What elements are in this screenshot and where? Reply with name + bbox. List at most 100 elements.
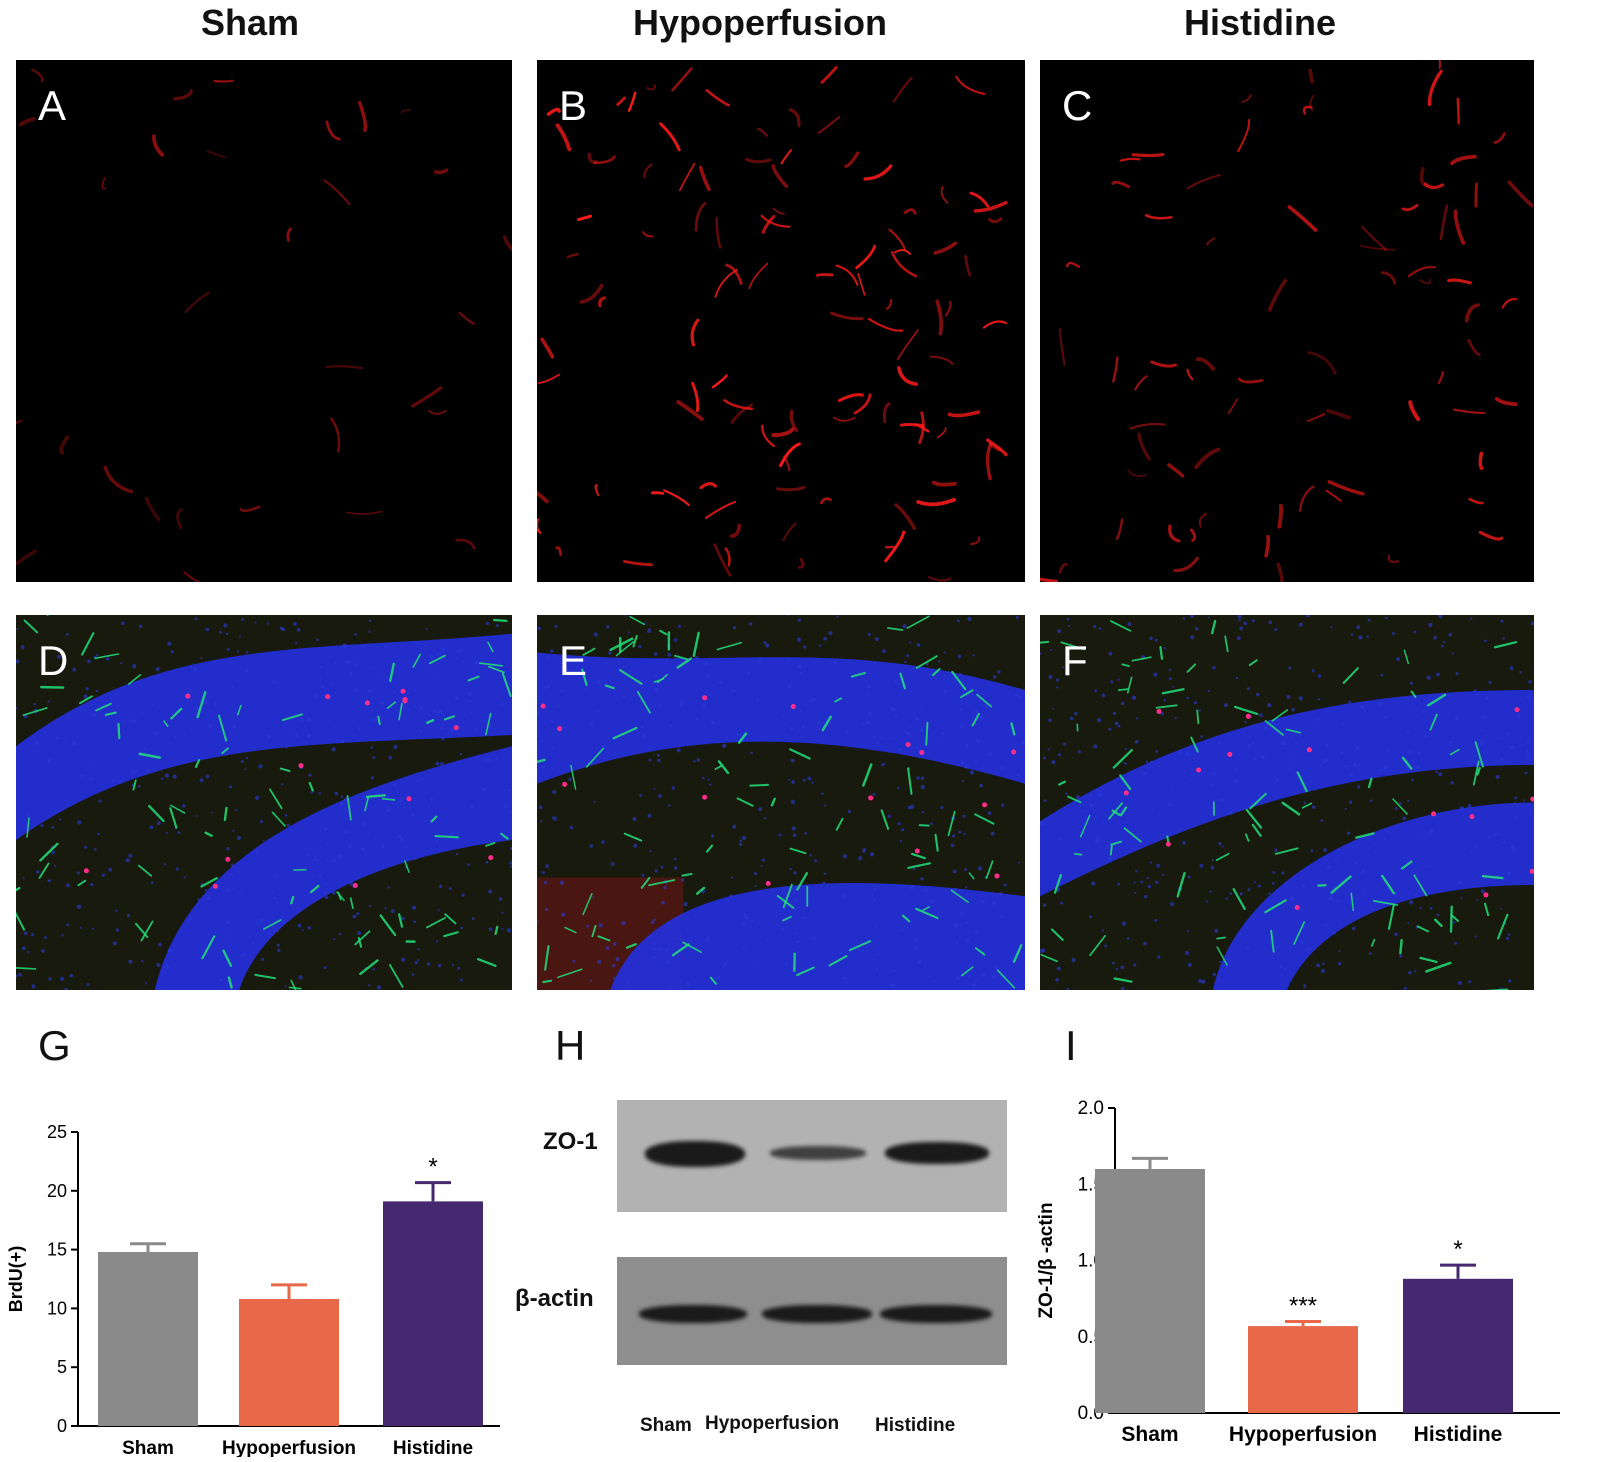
nucleus-dot — [843, 894, 846, 897]
nucleus-dot — [268, 932, 271, 935]
nucleus-dot — [1523, 799, 1525, 801]
nucleus-dot — [1517, 714, 1521, 718]
nucleus-dot — [16, 974, 18, 977]
nucleus-dot — [496, 624, 499, 627]
nucleus-dot — [232, 686, 235, 689]
nucleus-dot — [31, 933, 34, 936]
vessel-stain — [899, 368, 916, 384]
nucleus-dot — [1132, 696, 1136, 700]
nucleus-dot — [1225, 897, 1227, 899]
vessel-green — [1303, 803, 1312, 807]
vessel-stain — [715, 545, 730, 576]
nucleus-dot — [1470, 851, 1472, 853]
bar-hypoperfusion — [239, 1299, 339, 1426]
nucleus-dot — [244, 669, 248, 673]
bar-sham — [1095, 1169, 1205, 1413]
nucleus-dot — [1014, 693, 1018, 697]
nucleus-dot — [1237, 636, 1241, 640]
nucleus-dot — [435, 762, 439, 766]
nucleus-dot — [739, 843, 742, 846]
nucleus-dot — [1436, 673, 1440, 677]
nucleus-dot — [141, 960, 143, 962]
nucleus-dot — [657, 754, 660, 757]
nucleus-dot — [1419, 907, 1421, 909]
nucleus-dot — [1531, 622, 1534, 626]
nucleus-dot — [285, 746, 288, 749]
nucleus-dot — [226, 888, 230, 892]
vessel-stain — [1458, 99, 1459, 124]
vessel-stain — [457, 540, 474, 548]
nucleus-dot — [651, 920, 655, 924]
nucleus-dot — [1424, 734, 1428, 738]
lane-label-sham: Sham — [640, 1415, 692, 1437]
nucleus-dot — [429, 798, 433, 802]
nucleus-dot — [193, 667, 197, 671]
nucleus-dot — [674, 858, 677, 861]
nucleus-dot — [127, 914, 130, 917]
nucleus-dot — [455, 696, 459, 700]
vessel-stain — [732, 526, 740, 536]
vessel-green — [1212, 621, 1215, 633]
nucleus-dot — [1156, 864, 1160, 868]
nucleus-dot — [488, 890, 492, 894]
nucleus-dot — [966, 938, 970, 942]
nucleus-dot — [1280, 965, 1284, 969]
nucleus-dot — [877, 953, 879, 955]
nucleus-dot — [296, 735, 299, 738]
brdu-positive-cell — [225, 857, 230, 862]
nucleus-dot — [1454, 942, 1457, 945]
nucleus-dot — [811, 782, 813, 784]
nucleus-dot — [441, 647, 445, 651]
nucleus-dot — [273, 897, 276, 900]
nucleus-dot — [436, 671, 438, 673]
y-tick-label: 5 — [57, 1357, 67, 1377]
nucleus-dot — [103, 750, 105, 752]
vessel-stain — [652, 493, 662, 494]
nucleus-dot — [1188, 963, 1192, 967]
vessel-green — [1041, 955, 1057, 962]
nucleus-dot — [349, 672, 353, 676]
nucleus-dot — [1338, 899, 1341, 902]
vessel-green — [170, 808, 176, 827]
vessel-stain — [548, 109, 559, 114]
nucleus-dot — [1303, 984, 1306, 987]
vessel-green — [496, 927, 498, 934]
vessel-stain — [1135, 376, 1147, 389]
nucleus-dot — [239, 636, 241, 638]
nucleus-dot — [1355, 862, 1357, 864]
nucleus-dot — [1404, 987, 1407, 990]
nucleus-dot — [1288, 666, 1291, 669]
nucleus-dot — [803, 779, 806, 782]
nucleus-dot — [655, 687, 659, 691]
nucleus-dot — [449, 833, 453, 837]
micrograph-b: B — [537, 60, 1025, 582]
nucleus-dot — [684, 902, 688, 906]
nucleus-dot — [419, 730, 422, 733]
nucleus-dot — [1184, 782, 1186, 784]
nucleus-dot — [1107, 856, 1111, 860]
nucleus-dot — [593, 801, 595, 803]
nucleus-dot — [1324, 923, 1327, 926]
vessel-stain — [1113, 182, 1129, 186]
vessel-stain — [747, 159, 770, 161]
nucleus-dot — [196, 707, 199, 710]
nucleus-dot — [743, 946, 745, 948]
nucleus-dot — [870, 852, 874, 856]
vessel-green — [1197, 710, 1198, 723]
nucleus-dot — [341, 796, 343, 798]
vessel-green — [1485, 904, 1488, 916]
nucleus-dot — [694, 914, 696, 916]
nucleus-dot — [887, 815, 890, 818]
nucleus-dot — [1272, 871, 1275, 874]
vessel-stain — [327, 122, 340, 139]
nucleus-dot — [1258, 885, 1261, 888]
nucleus-dot — [1339, 950, 1341, 952]
nucleus-dot — [501, 928, 503, 930]
nucleus-dot — [16, 707, 18, 709]
nucleus-dot — [800, 710, 803, 713]
nucleus-dot — [436, 840, 438, 842]
nucleus-dot — [1475, 936, 1477, 938]
nucleus-dot — [302, 929, 304, 931]
vessel-stain — [1382, 273, 1395, 284]
nucleus-dot — [69, 974, 73, 978]
